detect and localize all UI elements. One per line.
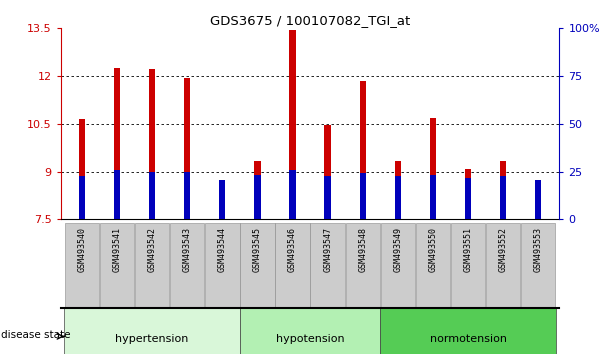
Bar <box>325 126 331 219</box>
Text: GSM493553: GSM493553 <box>534 227 543 272</box>
FancyBboxPatch shape <box>345 223 380 343</box>
FancyBboxPatch shape <box>380 308 556 354</box>
FancyBboxPatch shape <box>311 223 345 343</box>
Bar <box>78 119 85 219</box>
Text: GSM493543: GSM493543 <box>182 227 192 272</box>
Bar <box>149 69 155 219</box>
FancyBboxPatch shape <box>170 223 204 343</box>
Bar <box>184 172 190 219</box>
Bar <box>289 170 295 219</box>
Bar <box>500 161 506 219</box>
Bar <box>430 118 436 219</box>
Text: GSM493548: GSM493548 <box>358 227 367 272</box>
Bar <box>465 169 471 219</box>
Bar <box>430 175 436 219</box>
Text: normotension: normotension <box>430 334 506 344</box>
FancyBboxPatch shape <box>205 223 240 343</box>
Bar <box>219 194 226 219</box>
Bar <box>395 176 401 219</box>
Text: GSM493547: GSM493547 <box>323 227 332 272</box>
Bar <box>78 176 85 219</box>
Bar <box>289 30 295 219</box>
Bar <box>395 161 401 219</box>
Bar <box>219 179 226 219</box>
Bar <box>359 173 366 219</box>
Text: GSM493551: GSM493551 <box>463 227 472 272</box>
FancyBboxPatch shape <box>381 223 415 343</box>
Text: GSM493549: GSM493549 <box>393 227 402 272</box>
Bar <box>114 68 120 219</box>
Bar <box>500 176 506 219</box>
Text: GSM493541: GSM493541 <box>112 227 122 272</box>
Text: GSM493545: GSM493545 <box>253 227 262 272</box>
FancyBboxPatch shape <box>486 223 520 343</box>
Title: GDS3675 / 100107082_TGI_at: GDS3675 / 100107082_TGI_at <box>210 14 410 27</box>
Bar <box>149 172 155 219</box>
Text: GSM493552: GSM493552 <box>499 227 508 272</box>
Text: GSM493544: GSM493544 <box>218 227 227 272</box>
FancyBboxPatch shape <box>100 223 134 343</box>
Text: GSM493542: GSM493542 <box>148 227 157 272</box>
Bar <box>254 161 261 219</box>
Bar <box>325 176 331 219</box>
FancyBboxPatch shape <box>451 223 485 343</box>
Text: GSM493550: GSM493550 <box>429 227 438 272</box>
FancyBboxPatch shape <box>240 223 275 343</box>
Text: disease state: disease state <box>1 330 71 339</box>
FancyBboxPatch shape <box>135 223 169 343</box>
FancyBboxPatch shape <box>64 223 99 343</box>
FancyBboxPatch shape <box>240 308 380 354</box>
FancyBboxPatch shape <box>521 223 556 343</box>
Bar <box>465 178 471 219</box>
Text: hypotension: hypotension <box>276 334 344 344</box>
FancyBboxPatch shape <box>416 223 450 343</box>
FancyBboxPatch shape <box>64 308 240 354</box>
Bar <box>114 170 120 219</box>
Text: hypertension: hypertension <box>116 334 188 344</box>
Text: GSM493540: GSM493540 <box>77 227 86 272</box>
FancyBboxPatch shape <box>275 223 309 343</box>
Bar <box>535 179 542 219</box>
Bar <box>359 81 366 219</box>
Bar <box>184 78 190 219</box>
Text: GSM493546: GSM493546 <box>288 227 297 272</box>
Bar <box>254 175 261 219</box>
Bar <box>535 197 542 219</box>
